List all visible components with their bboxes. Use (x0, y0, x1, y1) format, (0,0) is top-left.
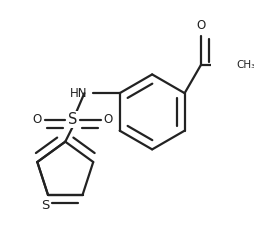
Text: S: S (41, 199, 49, 212)
Text: HN: HN (70, 87, 87, 100)
Text: O: O (196, 19, 205, 32)
Text: S: S (68, 112, 77, 127)
Text: O: O (33, 113, 42, 126)
Text: CH₃: CH₃ (237, 60, 254, 70)
Text: O: O (103, 113, 113, 126)
